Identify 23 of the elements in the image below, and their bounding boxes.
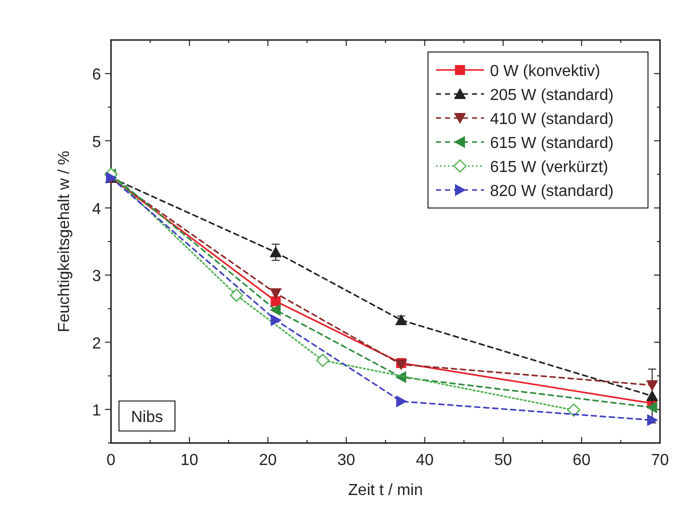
legend-label: 615 W (standard) — [490, 135, 614, 152]
y-axis-title: Feuchtigkeitsgehalt w / % — [56, 150, 73, 332]
legend-label: 820 W (standard) — [490, 183, 614, 200]
x-tick-label: 50 — [494, 452, 512, 469]
x-tick-label: 10 — [180, 452, 198, 469]
x-tick-label: 40 — [416, 452, 434, 469]
x-tick-label: 30 — [337, 452, 356, 469]
legend-label: 205 W (standard) — [490, 87, 614, 104]
y-tick-label: 2 — [92, 335, 102, 352]
y-tick-label: 4 — [92, 200, 102, 218]
annotation: Nibs — [130, 409, 164, 426]
x-tick-label: 20 — [258, 452, 277, 469]
y-tick-label: 1 — [92, 402, 102, 420]
legend-label: 410 W (standard) — [490, 111, 614, 128]
legend-label: 0 W (konvektiv) — [490, 63, 600, 80]
y-tick-label: 3 — [92, 268, 102, 286]
x-tick-label: 70 — [651, 452, 669, 469]
x-axis-title: Zeit t / min — [348, 482, 423, 499]
y-tick-label: 6 — [92, 66, 102, 84]
y-tick-label: 5 — [92, 134, 102, 151]
legend-label: 615 W (verkürzt) — [490, 159, 608, 176]
x-tick-label: 60 — [572, 452, 591, 469]
x-tick-label: 0 — [106, 452, 116, 469]
